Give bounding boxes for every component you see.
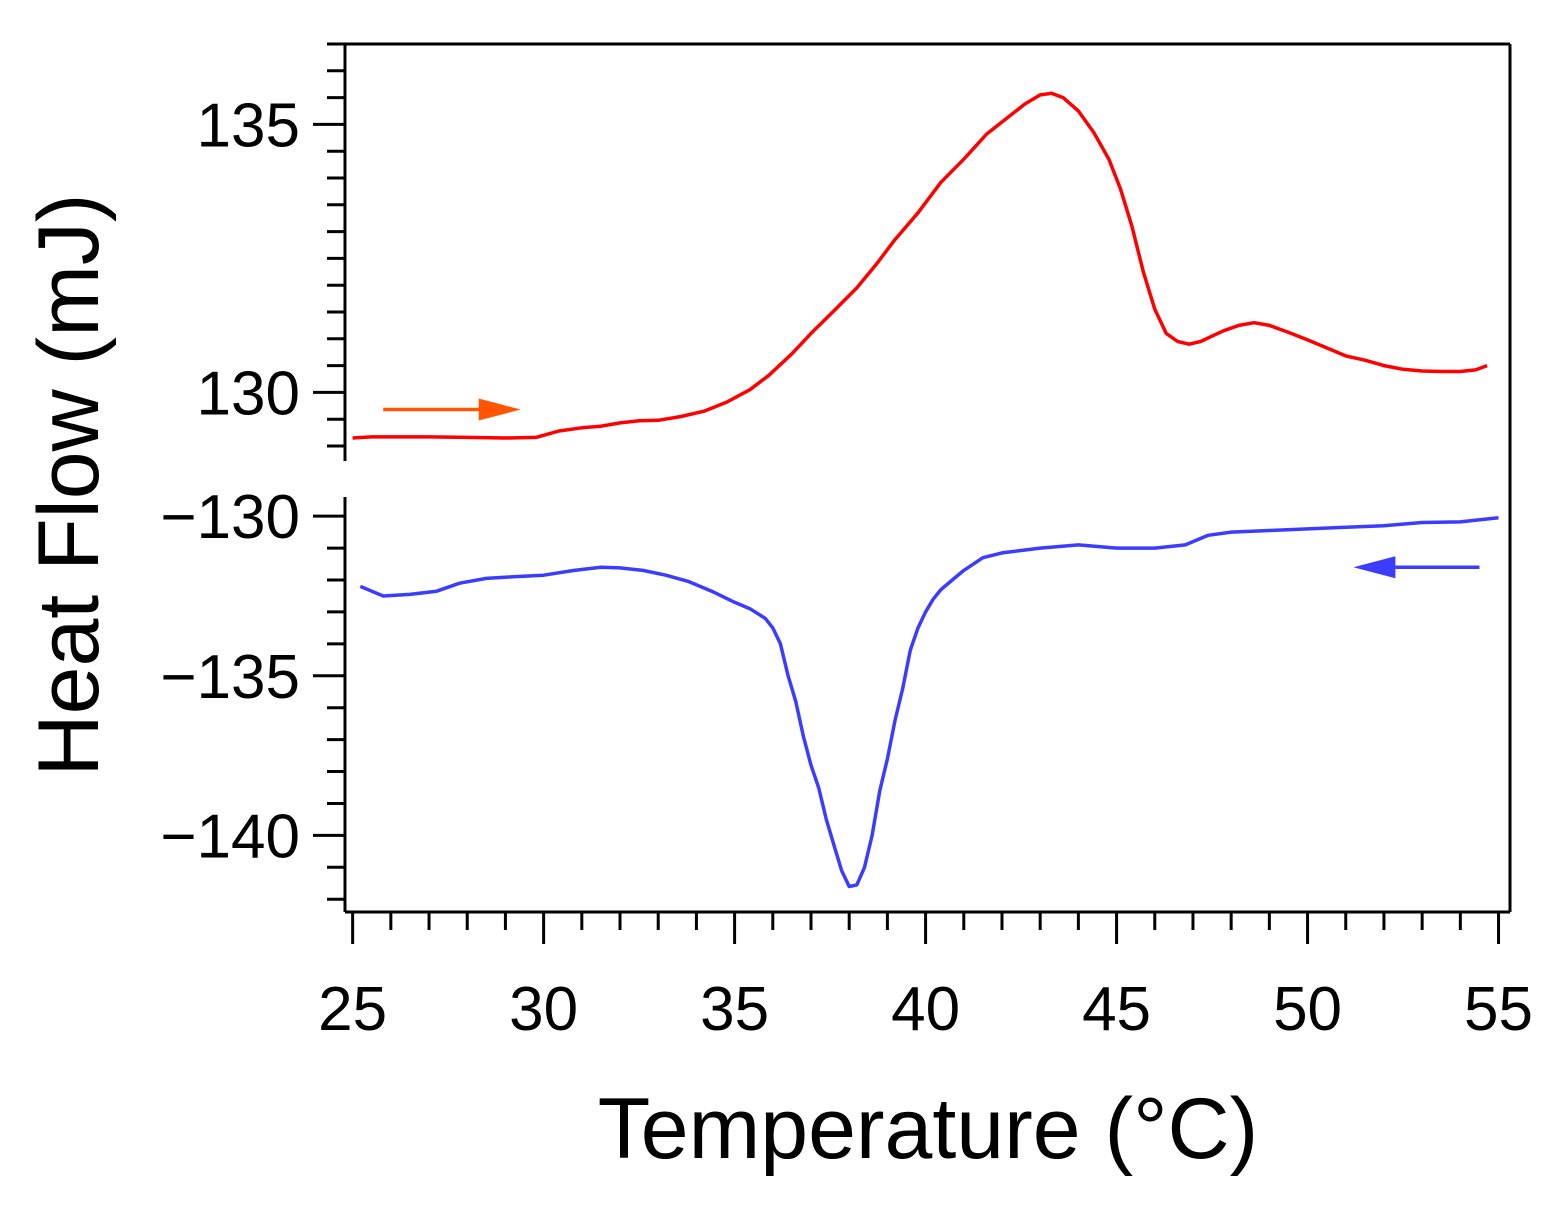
y-tick-label-cooling: −135 [160,643,300,712]
arrow-head-cooling [1353,556,1396,579]
y-tick-label-cooling: −140 [160,802,300,871]
x-tick-label: 50 [1273,975,1342,1044]
x-tick-label: 55 [1464,975,1533,1044]
x-axis-title: Temperature (°C) [598,1081,1258,1177]
y-axis-title: Heat Flow (mJ) [21,194,117,777]
labels-layer: 25 30 35 40 45 50 55 130 135 −130 −135 −140 [160,91,1533,1044]
y-tick-label-heating: 130 [197,359,300,428]
x-tick-label: 30 [509,975,578,1044]
arrow-head-heating [478,398,521,421]
axes-layer [313,42,1512,944]
x-tick-label: 35 [700,975,769,1044]
series-line-cooling [359,516,1499,889]
y-tick-label-heating: 135 [197,91,300,160]
x-tick-label: 45 [1082,975,1151,1044]
series-line-heating [352,91,1488,440]
x-tick-label: 25 [318,975,387,1044]
data-layer [352,91,1499,889]
x-tick-label: 40 [891,975,960,1044]
y-tick-label-cooling: −130 [160,483,300,552]
